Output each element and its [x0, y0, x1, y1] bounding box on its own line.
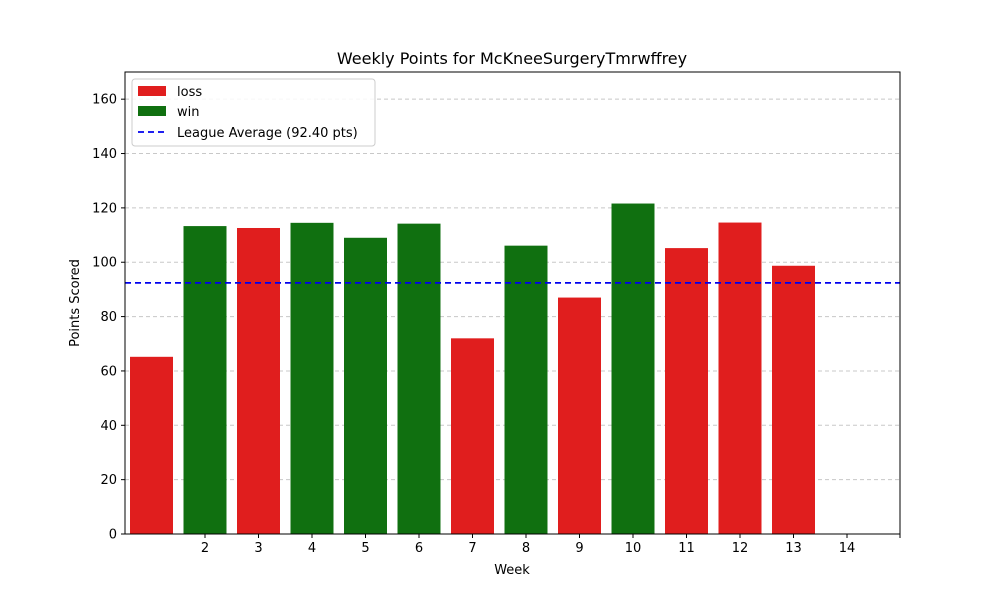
x-tick-label: 4: [308, 541, 316, 556]
x-axis: 2 3 4 5 6 7 8 9 10 11 12 13 14: [201, 534, 901, 556]
bars-layer: [130, 203, 815, 535]
x-tick-label: 14: [839, 541, 856, 556]
x-tick-label: 7: [468, 541, 476, 556]
plot-frame: [124, 71, 901, 535]
x-tick-label: 8: [522, 541, 530, 556]
y-tick-label: 100: [92, 256, 117, 271]
x-axis-title: Week: [494, 563, 530, 578]
legend: loss win League Average (92.40 pts): [131, 78, 376, 147]
y-tick-label: 0: [109, 528, 117, 543]
x-tick-label: 9: [575, 541, 583, 556]
bar-week-4: [290, 222, 334, 534]
x-tick-label: 12: [732, 541, 749, 556]
y-axis-title: Points Scored: [68, 259, 83, 347]
legend-label-win: win: [177, 105, 199, 120]
legend-label-average: League Average (92.40 pts): [177, 126, 358, 141]
bar-week-7: [451, 338, 494, 534]
bar-week-12: [718, 222, 762, 534]
y-tick-label: 160: [92, 93, 117, 108]
bar-week-10: [611, 203, 655, 534]
bar-week-13: [772, 265, 815, 534]
legend-box: [131, 78, 376, 147]
y-tick-label: 40: [100, 419, 117, 434]
x-tick-label: 13: [785, 541, 802, 556]
legend-label-loss: loss: [177, 85, 202, 100]
bar-week-11: [665, 248, 708, 535]
bar-week-6: [397, 223, 441, 534]
x-tick-label: 10: [625, 541, 642, 556]
x-tick-label: 6: [415, 541, 423, 556]
legend-swatch-win: [138, 106, 166, 116]
bar-week-3: [237, 227, 280, 535]
y-tick-label: 140: [92, 147, 117, 162]
chart-title: Weekly Points for McKneeSurgeryTmrwffrey: [337, 49, 687, 68]
x-tick-label: 5: [361, 541, 369, 556]
y-tick-label: 80: [100, 310, 117, 325]
bar-week-2: [183, 226, 227, 535]
y-tick-label: 20: [100, 473, 117, 488]
x-tick-label: 2: [201, 541, 209, 556]
x-tick-label: 11: [678, 541, 695, 556]
y-tick-label: 120: [92, 201, 117, 216]
bar-week-9: [558, 297, 601, 534]
bar-week-8: [504, 245, 548, 534]
y-axis: 0 20 40 60 80 100 120 140 160: [92, 93, 125, 543]
legend-swatch-loss: [138, 86, 166, 96]
y-tick-label: 60: [100, 364, 117, 379]
bar-week-5: [344, 237, 387, 534]
x-tick-label: 3: [254, 541, 262, 556]
bar-week-1: [130, 356, 173, 534]
